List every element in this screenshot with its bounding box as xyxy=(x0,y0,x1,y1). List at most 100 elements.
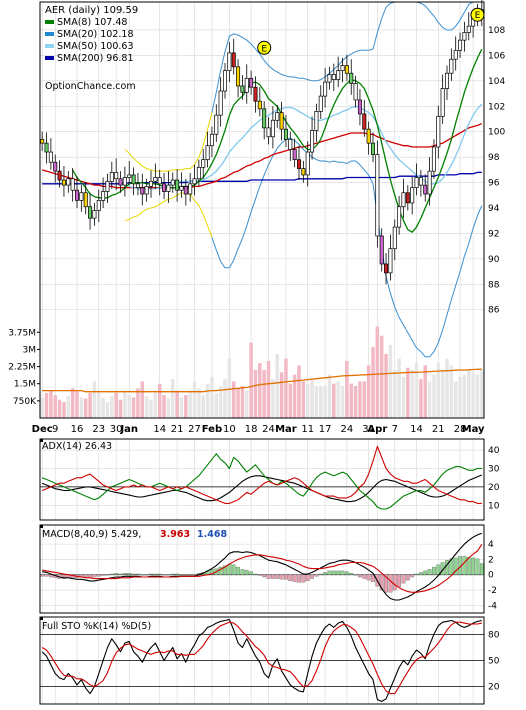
x-axis-label: 24 xyxy=(341,424,354,435)
candle-body xyxy=(318,95,323,112)
candle-body xyxy=(227,52,232,72)
adx-panel: 10 20 30 40 ADX(14) 26.43 xyxy=(40,439,500,520)
x-axis-label: 14 xyxy=(153,424,166,435)
volume-bar xyxy=(153,392,158,418)
adx-frame xyxy=(39,438,485,521)
volume-bar xyxy=(149,399,153,418)
volume-bar xyxy=(49,390,53,418)
volume-bar xyxy=(214,392,219,418)
x-axis-label: Dec xyxy=(32,424,53,435)
x-axis-label: 30 xyxy=(110,424,123,435)
volume-bar xyxy=(227,358,232,418)
legend-entry: SMA(20) 102.18 xyxy=(57,29,134,40)
volume-bar xyxy=(266,360,271,418)
macd-histogram-bar xyxy=(131,573,136,575)
macd-histogram-bar xyxy=(257,574,262,576)
candle-body xyxy=(118,178,123,186)
volume-average-line xyxy=(42,368,482,393)
candle-body xyxy=(288,138,293,150)
candle-body xyxy=(453,49,458,60)
volume-bar xyxy=(258,363,262,418)
macd-histogram-bar xyxy=(48,574,53,578)
x-axis-label: 11 xyxy=(301,424,314,435)
macd-histogram-bar xyxy=(231,564,236,575)
candle-body xyxy=(179,186,184,191)
macd-histogram-bar xyxy=(410,574,415,578)
candle-body xyxy=(244,77,249,93)
macd-histogram-bar xyxy=(240,569,245,575)
legend-swatch xyxy=(45,32,54,36)
candle-body xyxy=(148,180,154,187)
macd-signal-readout: 3.963 xyxy=(160,529,190,540)
macd-histogram-bar xyxy=(466,556,471,575)
macd-histogram-bar xyxy=(101,574,106,576)
candle-body xyxy=(48,151,53,163)
candle-body xyxy=(397,206,402,228)
macd-histogram-bar xyxy=(401,574,406,584)
macd-histogram-bar xyxy=(453,557,458,575)
x-axis-label: Feb xyxy=(202,424,222,435)
price-tick-label: 92 xyxy=(488,229,499,239)
macd-histogram-bar xyxy=(266,574,271,579)
price-panel: 86 88 90 92 94 96 98 100 102 104 106 108 E E AER (dail… xyxy=(40,0,505,418)
price-tick-label: 90 xyxy=(488,255,500,265)
candle-body xyxy=(40,138,45,144)
volume-bar xyxy=(114,392,118,418)
macd-histogram-bar xyxy=(122,573,127,575)
macd-tick-label: -4 xyxy=(488,601,497,611)
stochastic-frame xyxy=(39,616,485,705)
candle-body xyxy=(105,180,110,192)
macd-histogram-bar xyxy=(297,574,301,583)
macd-histogram-bar xyxy=(405,574,410,581)
macd-histogram-bar xyxy=(479,563,484,575)
volume-bar xyxy=(423,365,427,418)
candle-body xyxy=(262,108,267,129)
macd-histogram-bar xyxy=(179,574,184,576)
candle-body xyxy=(109,172,114,182)
candle-body xyxy=(209,133,214,147)
volume-bar xyxy=(462,374,467,418)
macd-histogram-bar xyxy=(305,574,310,582)
macd-histogram-bar xyxy=(353,574,358,576)
x-axis-label: 31 xyxy=(362,424,375,435)
adx-tick-label: 30 xyxy=(488,464,500,474)
macd-histogram-bar xyxy=(371,574,375,582)
macd-title: MACD(8,40,9) 5.429, xyxy=(42,529,141,540)
macd-frame xyxy=(39,524,485,614)
volume-bar xyxy=(144,396,149,418)
macd-series-line-1 xyxy=(42,544,483,593)
candle-body xyxy=(410,187,415,204)
macd-histogram-bar xyxy=(153,573,158,575)
candle-body xyxy=(101,191,106,201)
adx-series-line-2 xyxy=(41,445,482,504)
macd-histogram-bar xyxy=(340,570,345,575)
volume-bar xyxy=(123,390,127,418)
macd-histogram-bar xyxy=(471,557,476,575)
candle-body xyxy=(61,179,66,186)
candle-body xyxy=(162,183,167,192)
candle-body xyxy=(127,174,132,178)
volume-bar xyxy=(218,386,223,418)
volume-bar xyxy=(353,386,358,418)
volume-bar xyxy=(249,342,253,418)
macd-histogram-bar xyxy=(62,574,66,579)
macd-histogram-bar xyxy=(44,574,49,577)
price-tick-label: 102 xyxy=(488,102,505,112)
adx-tick-label: 20 xyxy=(488,483,500,493)
volume-bar xyxy=(436,363,441,418)
candle-body xyxy=(449,58,454,74)
candle-body xyxy=(57,170,62,181)
volume-bar xyxy=(279,372,284,418)
bb_lower-band-late xyxy=(211,137,483,358)
volume-bar xyxy=(414,363,419,418)
volume-bar xyxy=(319,386,323,418)
macd-histogram-bar xyxy=(183,574,188,576)
volume-bar xyxy=(314,386,319,418)
candle-body xyxy=(249,77,254,88)
macd-histogram-bar xyxy=(414,573,419,575)
volume-bar xyxy=(223,379,227,418)
volume-bar xyxy=(70,388,75,418)
volume-bar xyxy=(88,392,92,418)
candle-body xyxy=(331,74,336,80)
